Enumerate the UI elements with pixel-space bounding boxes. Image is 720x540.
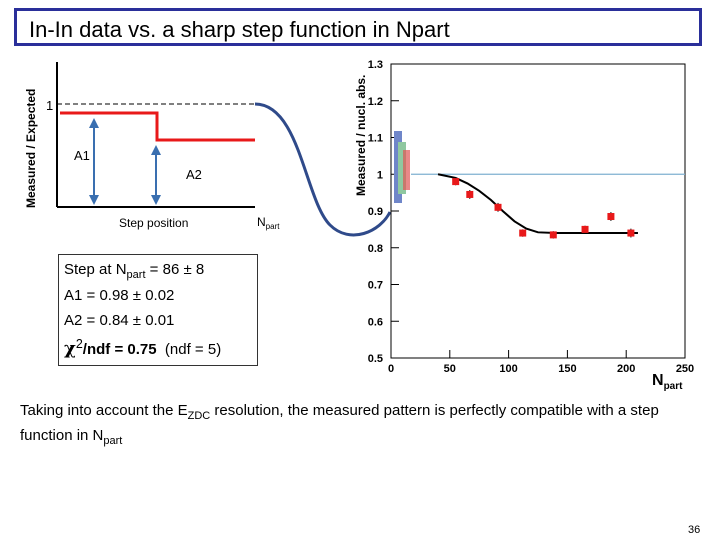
x-tick-label: 100 bbox=[499, 363, 517, 375]
sketch-npart-sub: part bbox=[266, 222, 281, 231]
fit-curve bbox=[437, 173, 638, 235]
sketch-one-label: 1 bbox=[46, 98, 53, 113]
x-tick-label: 250 bbox=[676, 363, 694, 375]
sketch-npart-main: N bbox=[257, 215, 266, 229]
a2-label: A2 bbox=[186, 167, 202, 182]
data-plot: Measured / nucl. abs. 0.5 0.6 0.7 0.8 0.9 1 1.… bbox=[354, 59, 694, 375]
y-ticks: 0.5 0.6 0.7 0.8 0.9 1 1.1 1.2 1.3 bbox=[368, 59, 399, 365]
slide-title: In-In data vs. a sharp step function in … bbox=[29, 17, 450, 42]
y-tick-label: 1.1 bbox=[368, 133, 383, 145]
plot-xlabel: Npart bbox=[652, 372, 682, 392]
data-point bbox=[494, 203, 502, 211]
fit-step-sub: part bbox=[126, 269, 146, 281]
step-position-label: Step position bbox=[119, 216, 188, 230]
a2-arrow-head-down bbox=[151, 195, 161, 205]
data-point bbox=[519, 229, 527, 237]
a1-arrow-head-up bbox=[89, 118, 99, 128]
data-point bbox=[466, 190, 474, 198]
data-point bbox=[452, 178, 460, 186]
fit-step-b: = 86 ± 8 bbox=[145, 261, 205, 278]
chi-sup: 2 bbox=[75, 337, 83, 351]
x-tick-label: 0 bbox=[388, 363, 394, 375]
y-tick-label: 1 bbox=[377, 169, 383, 181]
y-tick-label: 0.5 bbox=[368, 353, 383, 365]
fit-chi2-line: χ2/ndf = 0.75 (ndf = 5) bbox=[64, 337, 221, 359]
chi-text: /ndf = 0.75 bbox=[82, 341, 157, 358]
note-part1: Taking into account the E bbox=[20, 402, 188, 419]
y-tick-label: 1.2 bbox=[368, 96, 383, 108]
conclusion-note: Taking into account the EZDC resolution,… bbox=[20, 401, 660, 451]
connector-curve bbox=[254, 102, 392, 237]
y-tick-label: 0.6 bbox=[368, 316, 383, 328]
a1-arrow-head-down bbox=[89, 195, 99, 205]
x-tick-label: 150 bbox=[558, 363, 576, 375]
sketch-step-function bbox=[60, 111, 255, 142]
a1-label: A1 bbox=[74, 148, 90, 163]
sys-box-red bbox=[403, 150, 410, 190]
sketch-ylabel: Measured / Expected bbox=[24, 89, 38, 208]
plot-xlabel-main: N bbox=[652, 372, 664, 389]
data-point bbox=[549, 231, 557, 239]
data-point bbox=[607, 213, 615, 221]
fit-step-a: Step at N bbox=[64, 261, 127, 278]
plot-xlabel-sub: part bbox=[663, 381, 683, 393]
fit-step-line: Step at Npart = 86 ± 8 bbox=[64, 261, 204, 281]
note-sub1: ZDC bbox=[187, 410, 211, 422]
y-tick-label: 1.3 bbox=[368, 59, 383, 71]
title-frame: In-In data vs. a sharp step function in … bbox=[14, 8, 702, 46]
systematic-boxes bbox=[394, 131, 410, 203]
fit-a1-line: A1 = 0.98 ± 0.02 bbox=[64, 287, 175, 304]
chi-symbol: χ bbox=[64, 338, 76, 359]
y-tick-label: 0.8 bbox=[368, 243, 383, 255]
page-number: 36 bbox=[688, 524, 701, 536]
data-point bbox=[581, 225, 589, 233]
data-points bbox=[452, 177, 635, 239]
plot-frame bbox=[390, 63, 686, 359]
data-point bbox=[627, 229, 635, 237]
x-ticks: 0 50 100 150 200 250 bbox=[388, 350, 694, 375]
y-tick-label: 0.7 bbox=[368, 280, 383, 292]
a2-arrow-head-up bbox=[151, 145, 161, 155]
y-tick-label: 0.9 bbox=[368, 206, 383, 218]
sys-box-green bbox=[398, 142, 406, 194]
fit-curve-line bbox=[437, 173, 638, 235]
plot-ylabel: Measured / nucl. abs. bbox=[354, 75, 368, 196]
note-sub2: part bbox=[103, 435, 123, 447]
fit-a2-line: A2 = 0.84 ± 0.01 bbox=[64, 312, 175, 329]
x-tick-label: 50 bbox=[444, 363, 456, 375]
x-tick-label: 200 bbox=[617, 363, 635, 375]
note-part2: resolution, the measured pattern is perf… bbox=[20, 402, 659, 444]
fit-result-box: Step at Npart = 86 ± 8 A1 = 0.98 ± 0.02 … bbox=[58, 254, 258, 366]
step-sketch: Measured / Expected 1 A1 A2 Step positio… bbox=[24, 62, 280, 231]
sketch-npart-label: Npart bbox=[257, 215, 280, 231]
chi-ndf: (ndf = 5) bbox=[164, 341, 222, 358]
